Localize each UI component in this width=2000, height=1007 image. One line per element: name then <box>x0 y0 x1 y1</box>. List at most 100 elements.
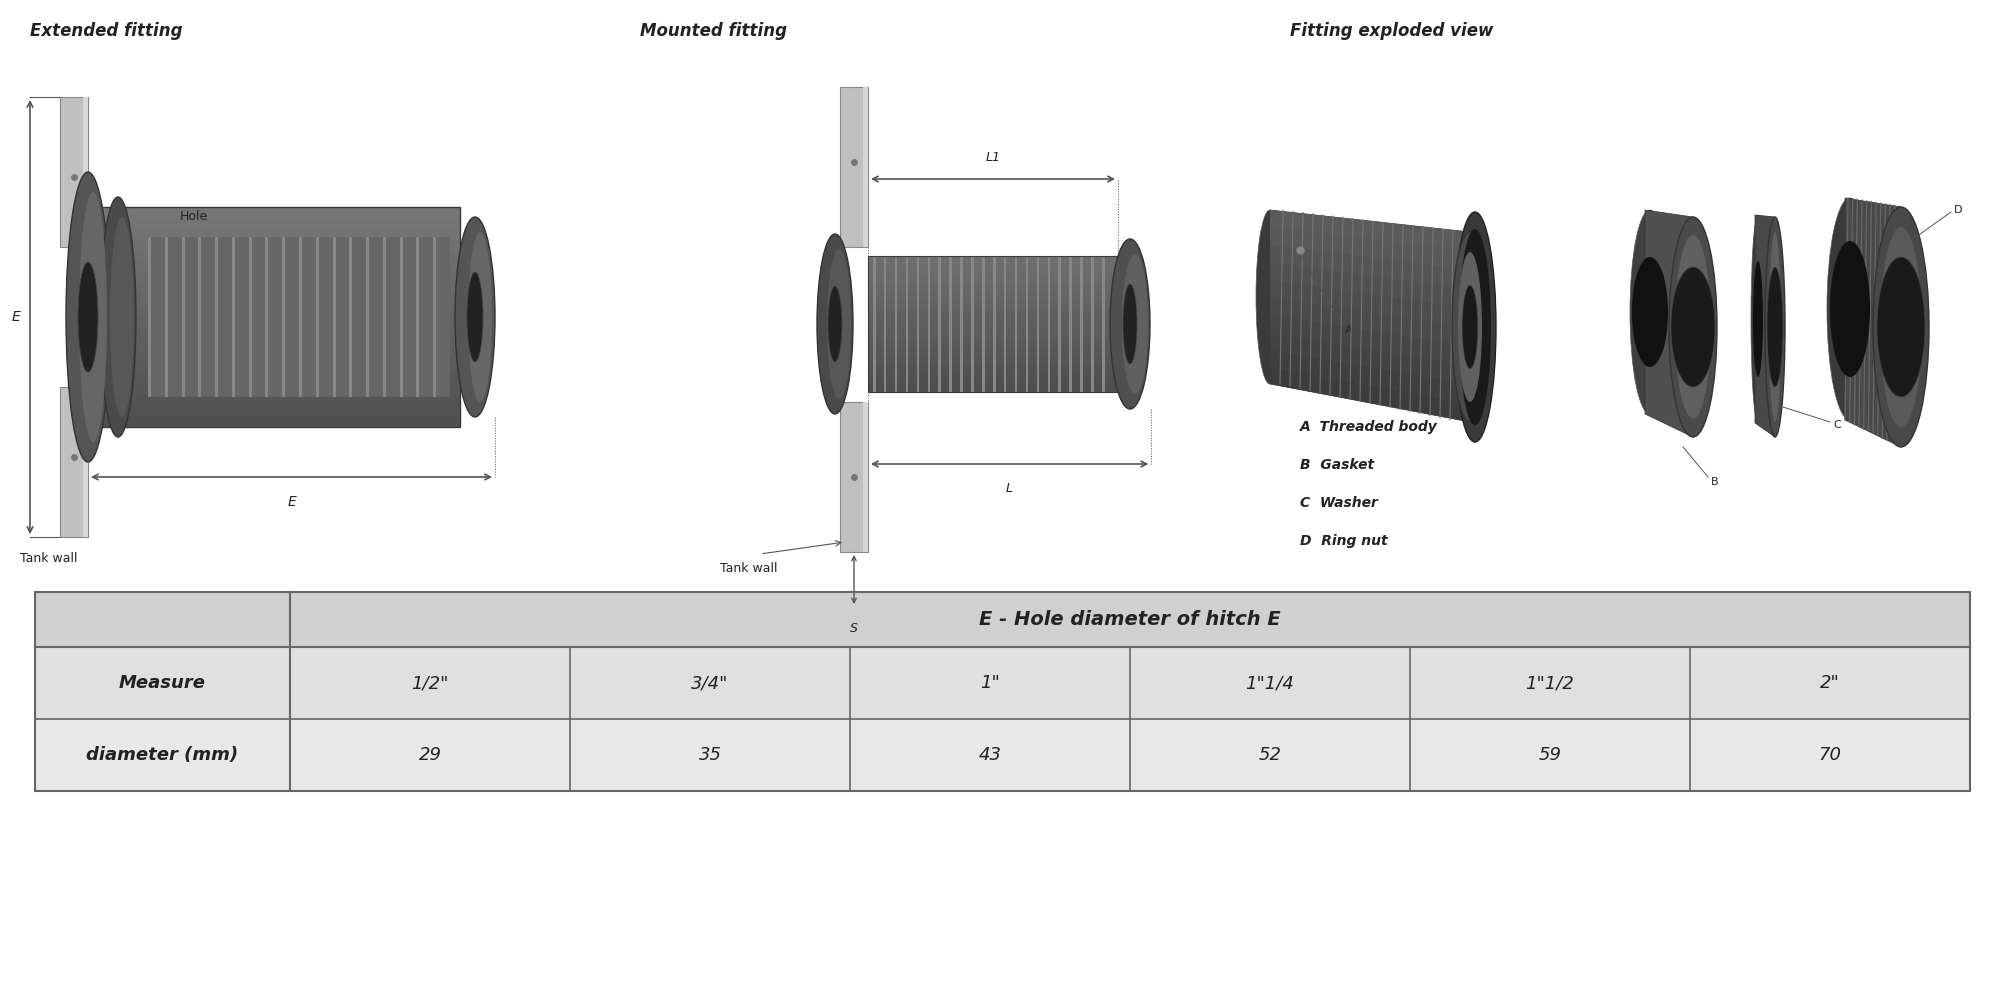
Bar <box>88 240 460 251</box>
Bar <box>350 237 352 397</box>
Bar <box>88 306 460 317</box>
Bar <box>1080 256 1082 392</box>
Ellipse shape <box>1672 267 1716 387</box>
Bar <box>88 284 460 295</box>
Ellipse shape <box>1880 227 1922 427</box>
Bar <box>400 237 402 397</box>
Bar <box>416 237 420 397</box>
Text: Extended fitting: Extended fitting <box>30 22 182 40</box>
Bar <box>960 256 962 392</box>
Ellipse shape <box>100 197 136 437</box>
Bar <box>868 374 1118 383</box>
Bar <box>868 274 1118 283</box>
Ellipse shape <box>66 172 110 462</box>
Ellipse shape <box>468 232 492 402</box>
Bar <box>864 87 868 247</box>
Text: 29: 29 <box>418 746 442 764</box>
Text: 52: 52 <box>1258 746 1282 764</box>
Bar <box>216 237 218 397</box>
Ellipse shape <box>818 234 852 414</box>
Polygon shape <box>1270 228 1470 270</box>
Bar <box>1014 256 1018 392</box>
Ellipse shape <box>1454 212 1496 442</box>
Text: D: D <box>1954 205 1962 215</box>
Bar <box>88 295 460 306</box>
Bar <box>300 237 302 397</box>
Text: E: E <box>288 495 296 509</box>
Polygon shape <box>1644 210 1692 437</box>
Text: B  Gasket: B Gasket <box>1300 458 1374 472</box>
Ellipse shape <box>1872 207 1928 447</box>
Text: A  Threaded body: A Threaded body <box>1300 420 1438 434</box>
Ellipse shape <box>468 272 484 362</box>
Bar <box>332 237 336 397</box>
Text: C  Washer: C Washer <box>1300 496 1378 510</box>
Polygon shape <box>1270 210 1470 251</box>
Bar <box>36 592 1970 792</box>
Bar <box>868 256 1118 265</box>
Ellipse shape <box>1122 254 1148 394</box>
Bar <box>88 383 460 394</box>
Ellipse shape <box>1668 217 1716 437</box>
Bar <box>164 237 168 397</box>
Text: Tank wall: Tank wall <box>720 562 778 575</box>
Text: C: C <box>1832 420 1840 430</box>
Polygon shape <box>1270 297 1470 346</box>
Bar <box>88 207 460 427</box>
Text: 43: 43 <box>978 746 1002 764</box>
Text: 59: 59 <box>1538 746 1562 764</box>
Bar <box>992 256 996 392</box>
Polygon shape <box>1270 210 1470 422</box>
Ellipse shape <box>1676 235 1712 419</box>
Bar <box>840 402 868 552</box>
Bar <box>840 87 868 247</box>
Bar <box>916 256 920 392</box>
Bar <box>88 218 460 229</box>
Text: 1": 1" <box>980 674 1000 692</box>
Text: 1"1/2: 1"1/2 <box>1526 674 1574 692</box>
Bar <box>982 256 984 392</box>
Ellipse shape <box>1630 210 1670 414</box>
Bar <box>382 237 386 397</box>
Bar <box>864 402 868 552</box>
Text: L: L <box>1006 482 1014 495</box>
Bar <box>198 237 202 397</box>
Bar <box>266 237 268 397</box>
Text: 2": 2" <box>1820 674 1840 692</box>
Ellipse shape <box>1632 257 1668 367</box>
Bar <box>182 237 184 397</box>
Bar <box>88 317 460 328</box>
Ellipse shape <box>1752 215 1766 423</box>
Bar <box>88 339 460 350</box>
Bar <box>434 237 436 397</box>
Bar <box>88 416 460 427</box>
Ellipse shape <box>78 262 98 372</box>
Ellipse shape <box>828 286 842 362</box>
Text: E - Hole diameter of hitch E: E - Hole diameter of hitch E <box>980 610 1280 629</box>
Bar <box>290 592 1970 648</box>
Text: 3/4": 3/4" <box>692 674 728 692</box>
Bar <box>1004 256 1006 392</box>
Bar <box>88 229 460 240</box>
Bar <box>88 372 460 383</box>
Ellipse shape <box>1828 198 1872 420</box>
Bar <box>60 97 88 247</box>
Bar <box>868 319 1118 328</box>
Ellipse shape <box>1462 285 1478 369</box>
Bar <box>884 256 886 392</box>
Text: A: A <box>1344 325 1352 335</box>
Bar <box>88 207 460 218</box>
Ellipse shape <box>1124 284 1136 364</box>
Bar <box>872 256 876 392</box>
Bar <box>88 361 460 372</box>
Bar <box>88 328 460 339</box>
Ellipse shape <box>456 217 496 417</box>
Ellipse shape <box>110 217 134 417</box>
Bar <box>938 256 940 392</box>
Bar <box>248 237 252 397</box>
Bar <box>868 256 1118 392</box>
Bar <box>366 237 370 397</box>
Text: 35: 35 <box>698 746 722 764</box>
Bar <box>868 328 1118 337</box>
Polygon shape <box>1844 198 1900 447</box>
